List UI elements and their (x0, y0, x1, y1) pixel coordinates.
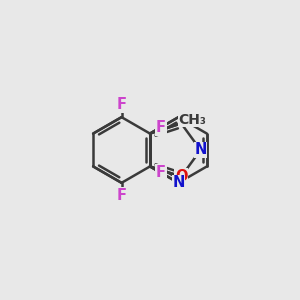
Text: O: O (175, 169, 188, 184)
Text: CH₃: CH₃ (178, 113, 206, 127)
Text: F: F (117, 188, 127, 203)
Text: F: F (156, 120, 166, 135)
Text: N: N (194, 142, 207, 158)
Text: F: F (117, 97, 127, 112)
Text: N: N (172, 175, 184, 190)
Text: F: F (156, 165, 166, 180)
